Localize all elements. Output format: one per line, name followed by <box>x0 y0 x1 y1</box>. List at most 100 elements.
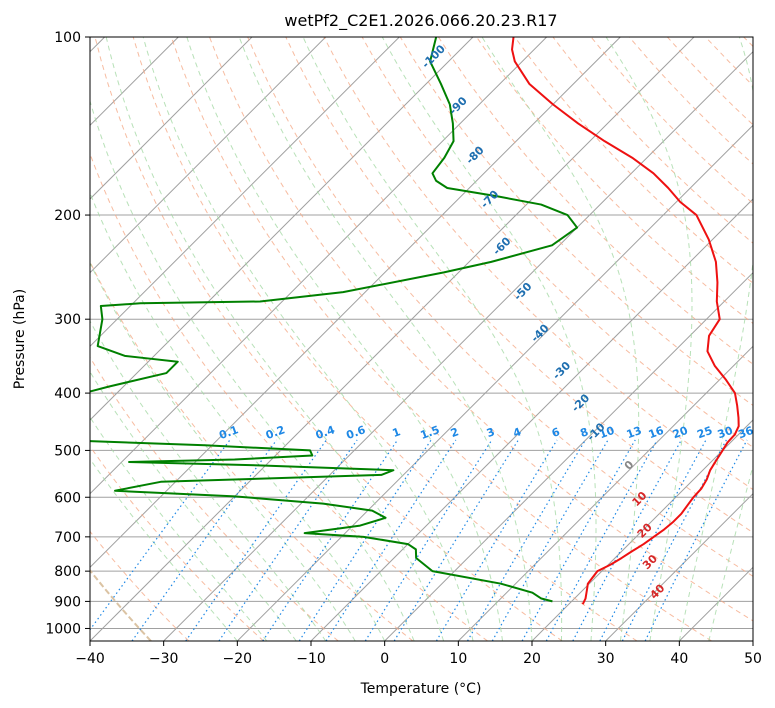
isotherm-line <box>384 271 753 641</box>
x-tick-label: −20 <box>223 651 253 667</box>
mixing-ratio-label: 3 <box>485 425 497 440</box>
dry-adiabat-line <box>170 37 712 641</box>
mixing-ratio-label: 0.4 <box>314 423 337 442</box>
axis-layer: −40 −30 −20 −10 0 10 20 30 40 50 1000 900 800 700 600 5… <box>45 30 762 667</box>
mixing-ratio-line <box>521 439 636 641</box>
mixing-ratio-line <box>466 439 586 641</box>
moist-adiabat-line <box>481 37 640 641</box>
y-axis-label: Pressure (hPa) <box>12 289 28 389</box>
mixing-ratio-label: 0.2 <box>264 423 287 442</box>
moist-adiabat-line <box>90 458 238 641</box>
series-layer <box>90 37 740 605</box>
mixing-ratio-label: 1 <box>391 425 403 440</box>
dry-adiabat-line <box>90 152 488 641</box>
mixing-ratio-label: 25 <box>695 424 714 441</box>
mixing-ratio-line <box>545 439 658 641</box>
isotherm-line <box>163 50 753 641</box>
mixing-ratio-label: 10 <box>597 424 616 442</box>
mixing-ratio-line <box>435 439 558 641</box>
mixing-ratio-label: 0.1 <box>217 423 240 442</box>
dry-adiabat-line <box>90 260 414 641</box>
isotherm-line <box>90 37 548 495</box>
grid-layer <box>90 37 753 641</box>
y-tick-label: 100 <box>54 30 81 46</box>
x-tick-label: 20 <box>523 651 541 667</box>
moist-adiabat-line <box>238 37 533 641</box>
mixing-ratio-line <box>298 439 432 641</box>
mixing-ratio-line <box>621 439 727 641</box>
plot-frame <box>89 36 754 642</box>
moist-adiabat-line <box>302 37 563 641</box>
dry-adiabat-line <box>90 445 264 641</box>
y-tick-label: 1000 <box>45 621 81 637</box>
dry-adiabat-line <box>209 37 753 622</box>
isotherm-line <box>90 37 474 421</box>
isotherm-line <box>90 37 253 200</box>
mixing-ratio-label: 30 <box>716 424 735 442</box>
y-tick-label: 200 <box>54 208 81 224</box>
moist-adiabat-line <box>90 99 415 641</box>
mixing-ratio-label: 36 <box>736 424 755 442</box>
isotherm-line <box>90 37 621 569</box>
mixing-ratio-label: 6 <box>550 425 562 440</box>
mixing-ratio-line <box>644 439 748 641</box>
x-tick-label: 50 <box>744 651 762 667</box>
x-axis-label: Temperature (°C) <box>360 681 482 697</box>
y-tick-label: 600 <box>54 490 81 506</box>
y-tick-label: 700 <box>54 530 81 546</box>
x-tick-label: 0 <box>380 651 389 667</box>
y-tick-label: 800 <box>54 564 81 580</box>
isotherm-line <box>605 492 753 641</box>
moist-adiabat-line <box>605 37 693 641</box>
temperature-profile-line <box>511 37 740 605</box>
isotherm-line <box>531 419 753 641</box>
moist-adiabat-line <box>90 191 386 641</box>
mixing-ratio-line <box>364 439 493 641</box>
mixing-ratio-line <box>572 439 682 641</box>
mixing-ratio-label: 8 <box>578 425 590 440</box>
mixing-ratio-label: 4 <box>511 425 523 440</box>
x-tick-label: −40 <box>75 651 105 667</box>
dry-adiabat-line <box>514 37 753 284</box>
x-tick-label: 30 <box>597 651 615 667</box>
x-tick-label: −30 <box>149 651 179 667</box>
isotherm-line <box>90 37 695 641</box>
overlay-adiabat-line <box>90 568 152 641</box>
dewpoint-profile-line <box>90 37 579 603</box>
isotherm-line <box>90 37 400 348</box>
y-tick-label: 400 <box>54 386 81 402</box>
moist-adiabat-line <box>381 37 597 641</box>
mixing-ratio-label: 13 <box>625 424 644 441</box>
isotherm-line <box>90 37 327 274</box>
mixing-ratio-line <box>262 439 399 641</box>
isotherm-line <box>752 640 753 641</box>
dry-adiabat-line <box>285 37 753 534</box>
x-tick-label: 10 <box>449 651 467 667</box>
plot-area <box>90 37 753 641</box>
y-tick-label: 500 <box>54 443 81 459</box>
mixing-ratio-line <box>393 439 519 641</box>
x-tick-label: 40 <box>670 651 688 667</box>
mixing-ratio-label: 1.5 <box>419 423 442 442</box>
mixing-ratio-label: 2 <box>449 425 461 440</box>
mixing-ratio-line <box>131 439 278 641</box>
moist-adiabat-line <box>142 37 474 641</box>
mixing-ratio-label: 0.6 <box>345 423 368 442</box>
moist-adiabat-line <box>105 37 445 641</box>
isotherm-line <box>236 124 753 641</box>
y-tick-label: 300 <box>54 312 81 328</box>
x-tick-label: −10 <box>296 651 326 667</box>
isotherm-line <box>457 345 753 641</box>
y-tick-label: 900 <box>54 594 81 610</box>
dry-adiabat-line <box>132 37 638 641</box>
chart-title: wetPf2_C2E1.2026.066.20.23.R17 <box>284 11 557 31</box>
mixing-ratio-line <box>599 439 707 641</box>
dry-adiabat-line <box>399 37 753 407</box>
mixing-ratio-label: 20 <box>671 424 690 442</box>
moist-adiabat-line <box>90 261 356 641</box>
mixing-ratio-line <box>491 439 609 641</box>
dry-adiabat-line <box>94 37 563 641</box>
dry-adiabat-line <box>90 530 190 641</box>
moist-adiabat-line <box>90 370 297 641</box>
